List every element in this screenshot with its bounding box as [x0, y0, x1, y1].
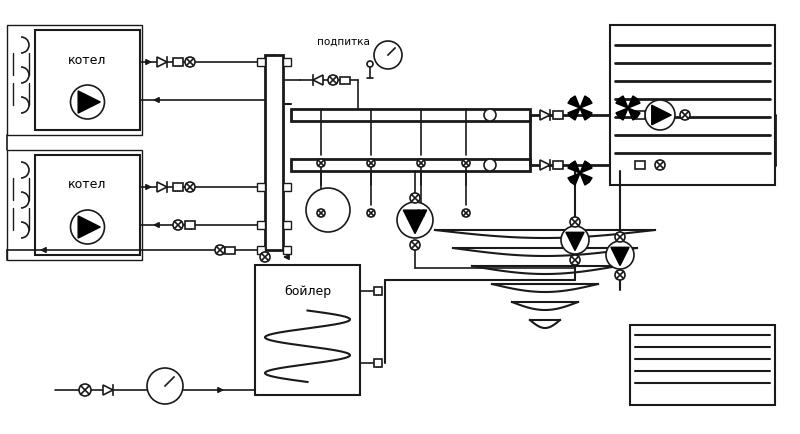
Circle shape: [367, 159, 375, 167]
Polygon shape: [580, 96, 592, 108]
Text: котел: котел: [68, 53, 106, 66]
Circle shape: [484, 109, 496, 121]
Polygon shape: [313, 75, 323, 85]
Bar: [257, 58, 265, 66]
Bar: [553, 111, 563, 119]
Polygon shape: [103, 385, 113, 395]
Circle shape: [147, 368, 183, 404]
Circle shape: [185, 57, 195, 67]
Bar: [374, 287, 382, 295]
Bar: [173, 183, 183, 191]
Polygon shape: [540, 160, 550, 170]
Polygon shape: [568, 96, 580, 108]
Bar: [553, 161, 563, 169]
Circle shape: [570, 217, 580, 227]
Polygon shape: [568, 108, 580, 120]
Polygon shape: [580, 108, 592, 120]
Circle shape: [397, 202, 433, 238]
Circle shape: [367, 61, 373, 67]
Bar: [283, 246, 291, 254]
Circle shape: [317, 159, 325, 167]
Circle shape: [185, 182, 195, 192]
Circle shape: [606, 241, 634, 269]
Bar: [291, 159, 530, 171]
Circle shape: [215, 245, 225, 255]
Polygon shape: [616, 96, 628, 108]
Bar: [635, 111, 645, 119]
Bar: [374, 358, 382, 366]
Bar: [291, 109, 530, 121]
Text: подпитка: подпитка: [317, 37, 370, 47]
Polygon shape: [568, 161, 580, 173]
Bar: [7, 150, 142, 260]
Bar: [283, 221, 291, 229]
Bar: [283, 58, 291, 66]
Bar: [635, 161, 645, 169]
Circle shape: [570, 255, 580, 265]
Circle shape: [367, 209, 375, 217]
Bar: [225, 247, 235, 254]
Bar: [7, 25, 142, 135]
Circle shape: [317, 209, 325, 217]
Bar: [265, 55, 283, 250]
Text: котел: котел: [68, 178, 106, 191]
Circle shape: [417, 209, 425, 217]
Bar: [257, 221, 265, 229]
Polygon shape: [616, 108, 628, 120]
Polygon shape: [403, 210, 426, 233]
Circle shape: [306, 188, 350, 232]
Polygon shape: [540, 110, 550, 120]
Circle shape: [615, 270, 625, 280]
Circle shape: [260, 252, 270, 262]
Bar: [35, 155, 140, 255]
Circle shape: [70, 85, 105, 119]
Polygon shape: [78, 216, 100, 238]
Bar: [283, 183, 291, 191]
Bar: [185, 221, 195, 229]
Polygon shape: [157, 182, 167, 192]
Circle shape: [615, 232, 625, 242]
Polygon shape: [628, 108, 640, 120]
Bar: [257, 246, 265, 254]
Circle shape: [173, 220, 183, 230]
Circle shape: [328, 75, 338, 85]
Circle shape: [462, 159, 470, 167]
Polygon shape: [611, 247, 629, 266]
Bar: [257, 183, 265, 191]
Circle shape: [655, 160, 665, 170]
Circle shape: [410, 193, 420, 203]
Circle shape: [462, 209, 470, 217]
Polygon shape: [78, 91, 100, 113]
Bar: [35, 30, 140, 130]
Bar: [173, 58, 183, 66]
Polygon shape: [157, 57, 167, 67]
Circle shape: [484, 159, 496, 171]
Circle shape: [70, 210, 105, 244]
Circle shape: [417, 159, 425, 167]
Bar: [340, 77, 350, 84]
Text: бойлер: бойлер: [284, 284, 331, 298]
Bar: [630, 325, 775, 405]
Circle shape: [374, 41, 402, 69]
Polygon shape: [652, 105, 671, 125]
Circle shape: [645, 100, 675, 130]
Circle shape: [561, 226, 589, 254]
Circle shape: [79, 384, 91, 396]
Polygon shape: [566, 232, 584, 250]
Circle shape: [680, 110, 690, 120]
Polygon shape: [568, 173, 580, 185]
Circle shape: [410, 240, 420, 250]
Bar: [255, 265, 360, 395]
Polygon shape: [580, 161, 592, 173]
Polygon shape: [628, 96, 640, 108]
Polygon shape: [580, 173, 592, 185]
Bar: [610, 25, 775, 185]
